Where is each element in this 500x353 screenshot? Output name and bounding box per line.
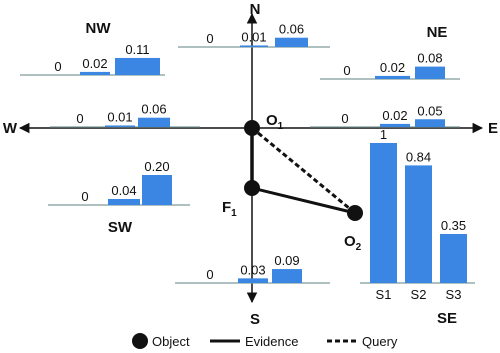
bar: [142, 175, 172, 205]
bar: [240, 45, 268, 47]
bar: [380, 123, 410, 127]
object-node: [347, 205, 363, 221]
value-label: 0: [76, 111, 83, 126]
legend-label: Object: [152, 334, 190, 349]
group-label: SW: [108, 219, 133, 236]
value-label: 0: [81, 189, 88, 204]
bar: [138, 117, 170, 127]
legend-object-icon: [132, 333, 148, 349]
evidence-edge: [251, 186, 356, 215]
node-label: O2: [344, 233, 362, 253]
node-subscript: 1: [278, 121, 284, 132]
group-label: NW: [86, 20, 112, 37]
value-label: 0.01: [241, 29, 266, 44]
node-label: F1: [222, 199, 237, 219]
value-label: 0.03: [240, 262, 265, 277]
category-label: S1: [376, 287, 392, 302]
bar: [80, 71, 110, 75]
bar: [272, 269, 302, 283]
south-label: S: [250, 311, 260, 328]
bar: [405, 165, 432, 283]
value-label: 0: [206, 267, 213, 282]
value-label: 0.04: [111, 183, 136, 198]
north-label: N: [250, 1, 261, 18]
value-label: 0.02: [382, 108, 407, 123]
value-label: 0: [343, 63, 350, 78]
bar: [238, 278, 268, 283]
bar: [415, 119, 445, 127]
value-label: 0.02: [380, 60, 405, 75]
value-label: 0.20: [144, 159, 169, 174]
value-label: 0.02: [82, 56, 107, 71]
bar: [105, 125, 135, 127]
value-label: 0.06: [141, 102, 166, 117]
value-label: 1: [380, 127, 387, 142]
legend-label: Query: [362, 334, 398, 349]
node-letter: F: [222, 199, 231, 216]
bar: [115, 57, 160, 75]
bar: [275, 37, 308, 47]
value-label: 0.01: [107, 109, 132, 124]
node-label: O1: [266, 112, 284, 132]
object-node: [244, 120, 260, 136]
node-subscript: 1: [231, 208, 237, 219]
bar: [440, 234, 467, 283]
value-label: 0.08: [417, 51, 442, 66]
bar: [415, 66, 445, 79]
value-label: 0.09: [274, 253, 299, 268]
value-label: 0.06: [279, 22, 304, 37]
node-letter: O: [344, 233, 356, 250]
node-letter: O: [266, 112, 278, 129]
value-label: 0.05: [417, 103, 442, 118]
group-label: SE: [437, 310, 457, 327]
value-label: 0.35: [441, 218, 466, 233]
category-label: S2: [411, 287, 427, 302]
legend-label: Evidence: [245, 334, 298, 349]
category-label: S3: [446, 287, 462, 302]
value-label: 0: [54, 59, 61, 74]
value-label: 0: [341, 111, 348, 126]
value-label: 0.11: [125, 42, 149, 57]
group-label: NE: [427, 24, 448, 41]
node-subscript: 2: [356, 242, 362, 253]
west-label: W: [3, 120, 18, 137]
value-label: 0: [206, 31, 213, 46]
query-edge: [251, 126, 356, 215]
east-label: E: [488, 120, 498, 137]
bar: [370, 143, 397, 283]
value-label: 0.84: [406, 149, 431, 164]
bar: [108, 199, 140, 205]
bar: [375, 75, 410, 79]
evidence-node: [244, 180, 260, 196]
